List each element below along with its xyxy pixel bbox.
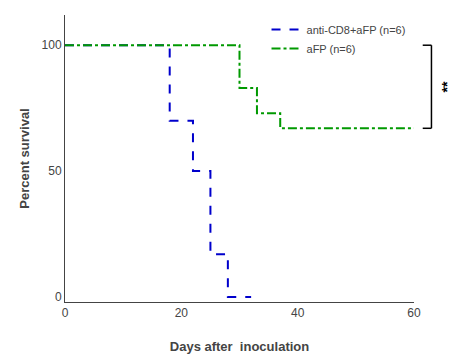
- svg-text:Percent survival: Percent survival: [17, 108, 32, 208]
- svg-text:0: 0: [62, 306, 69, 320]
- svg-text:anti-CD8+aFP (n=6): anti-CD8+aFP (n=6): [307, 24, 406, 36]
- svg-text:**: **: [439, 81, 455, 92]
- svg-text:40: 40: [291, 306, 305, 320]
- svg-text:50: 50: [48, 164, 62, 178]
- svg-text:aFP (n=6): aFP (n=6): [307, 43, 356, 55]
- svg-text:100: 100: [42, 38, 62, 52]
- svg-text:20: 20: [175, 306, 189, 320]
- svg-text:60: 60: [407, 306, 421, 320]
- svg-text:0: 0: [55, 290, 62, 304]
- svg-text:Days after inoculation: Days after inoculation: [170, 339, 309, 354]
